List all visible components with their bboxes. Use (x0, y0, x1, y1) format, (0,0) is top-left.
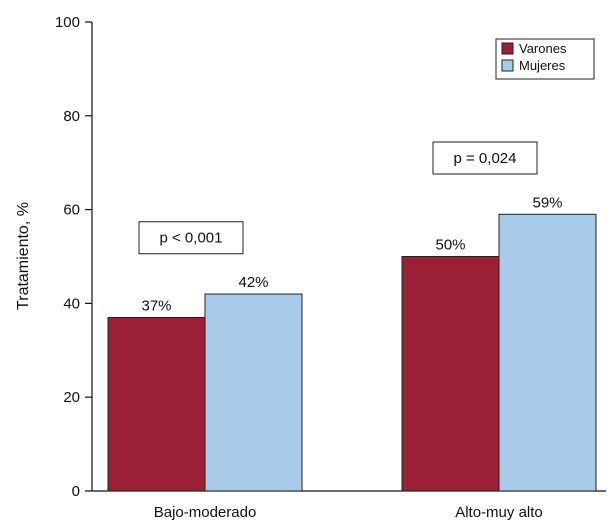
p-value-text: p < 0,001 (160, 230, 223, 247)
annotations: p < 0,001 p = 0,024 (138, 141, 538, 255)
p-value-box (138, 221, 244, 255)
bar-varones-1 (401, 256, 500, 492)
legend-swatch (501, 59, 514, 72)
legend: Varones Mujeres (495, 38, 595, 80)
x-category-label: Bajo-moderado (154, 504, 257, 521)
y-tick-label: 100 (55, 14, 80, 31)
bar-mujeres-0 (204, 293, 303, 492)
bar-value-label: 42% (238, 274, 268, 291)
bars: 37% 42% Bajo-moderado 50% 59% Alto-muy alto (107, 194, 597, 521)
legend-label: Mujeres (519, 58, 566, 73)
legend-label: Varones (519, 41, 567, 56)
bar-value-label: 59% (532, 194, 562, 211)
legend-swatch (501, 42, 514, 55)
y-tick-label: 20 (63, 389, 80, 406)
x-category-label: Alto-muy alto (455, 504, 543, 521)
p-value-box (432, 141, 538, 175)
p-value-text: p = 0,024 (454, 150, 517, 167)
bar-varones-0 (107, 316, 206, 492)
y-tick-label: 0 (72, 483, 80, 500)
y-tick-label: 60 (63, 202, 80, 219)
y-tick-label: 40 (63, 295, 80, 312)
y-axis-label: Tratamiento, % (15, 202, 32, 310)
bar-value-label: 50% (435, 237, 465, 254)
bar-mujeres-1 (498, 213, 597, 492)
y-tick-label: 80 (63, 108, 80, 125)
bar-value-label: 37% (141, 297, 171, 314)
